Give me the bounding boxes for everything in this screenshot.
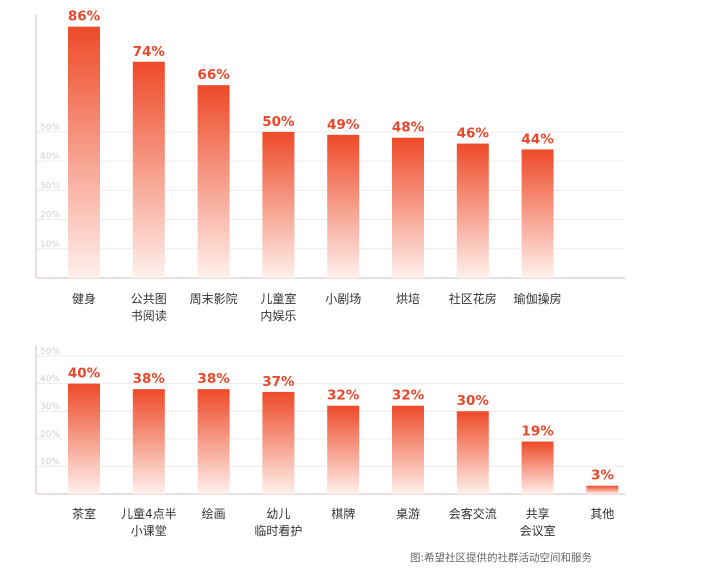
bar-value-label: 44%: [521, 131, 554, 147]
category-label: 共享: [526, 506, 550, 521]
bar-value-label: 49%: [327, 117, 360, 133]
bar-value-label: 32%: [392, 388, 425, 404]
bar-value-label: 50%: [262, 114, 295, 130]
bar-value-label: 74%: [133, 44, 166, 60]
bar: [197, 389, 230, 494]
bar-value-label: 19%: [521, 424, 554, 440]
bar: [132, 61, 165, 278]
y-tick-label: 10%: [40, 240, 60, 250]
bar-value-label: 38%: [197, 371, 230, 387]
category-label: 社区花房: [449, 291, 497, 306]
category-label: 周末影院: [190, 292, 238, 306]
category-label: 儿童室: [260, 291, 296, 306]
y-tick-label: 40%: [40, 152, 60, 162]
y-tick-label: 20%: [40, 211, 60, 221]
category-label: 会客交流: [449, 506, 497, 521]
bar-value-label: 86%: [68, 9, 101, 25]
category-label: 儿童4点半: [121, 506, 177, 521]
category-label: 其他: [590, 507, 614, 521]
bar: [521, 149, 554, 278]
category-label: 内娱乐: [260, 309, 296, 323]
bar: [68, 26, 100, 278]
y-tick-label: 50%: [40, 347, 60, 357]
bar: [132, 389, 165, 494]
y-tick-label: 10%: [40, 457, 60, 467]
category-label: 幼儿: [266, 507, 290, 521]
bar: [262, 131, 295, 278]
bar: [327, 405, 360, 494]
y-tick-label: 30%: [40, 181, 60, 191]
category-label: 桌游: [396, 507, 420, 521]
source-note: 图:希望社区提供的社群活动空间和服务: [410, 551, 593, 564]
category-label: 小剧场: [325, 292, 361, 306]
category-label: 茶室: [72, 506, 96, 521]
bar-value-label: 66%: [197, 67, 230, 83]
bar-value-label: 40%: [68, 366, 101, 382]
category-label: 绘画: [202, 506, 226, 521]
bar-value-label: 37%: [262, 374, 295, 390]
bar: [197, 85, 230, 278]
y-tick-label: 40%: [40, 375, 60, 385]
bar: [327, 134, 360, 278]
bar-value-label: 3%: [591, 468, 614, 484]
bar-value-label: 48%: [392, 120, 425, 136]
category-label: 瑜伽操房: [514, 291, 562, 306]
bar: [586, 485, 619, 494]
category-label: 书阅读: [131, 309, 167, 323]
bar: [68, 383, 100, 494]
bar: [456, 143, 489, 278]
bar: [392, 405, 424, 494]
y-tick-label: 20%: [40, 430, 60, 440]
y-tick-label: 30%: [40, 402, 60, 412]
bar: [521, 441, 554, 494]
category-label: 公共图: [131, 292, 167, 306]
bar-value-label: 30%: [457, 393, 490, 409]
category-label: 健身: [72, 291, 96, 306]
bar-value-label: 32%: [327, 388, 360, 404]
bar-value-label: 38%: [133, 371, 166, 387]
category-label: 烘培: [396, 291, 420, 306]
category-label: 会议室: [520, 523, 556, 538]
category-label: 小课堂: [131, 524, 167, 538]
y-tick-label: 50%: [40, 123, 60, 133]
bar: [392, 137, 424, 278]
bar: [456, 411, 489, 494]
category-label: 棋牌: [331, 507, 355, 521]
category-label: 临时看护: [254, 524, 302, 538]
bar: [262, 391, 295, 494]
bar-value-label: 46%: [457, 126, 490, 142]
